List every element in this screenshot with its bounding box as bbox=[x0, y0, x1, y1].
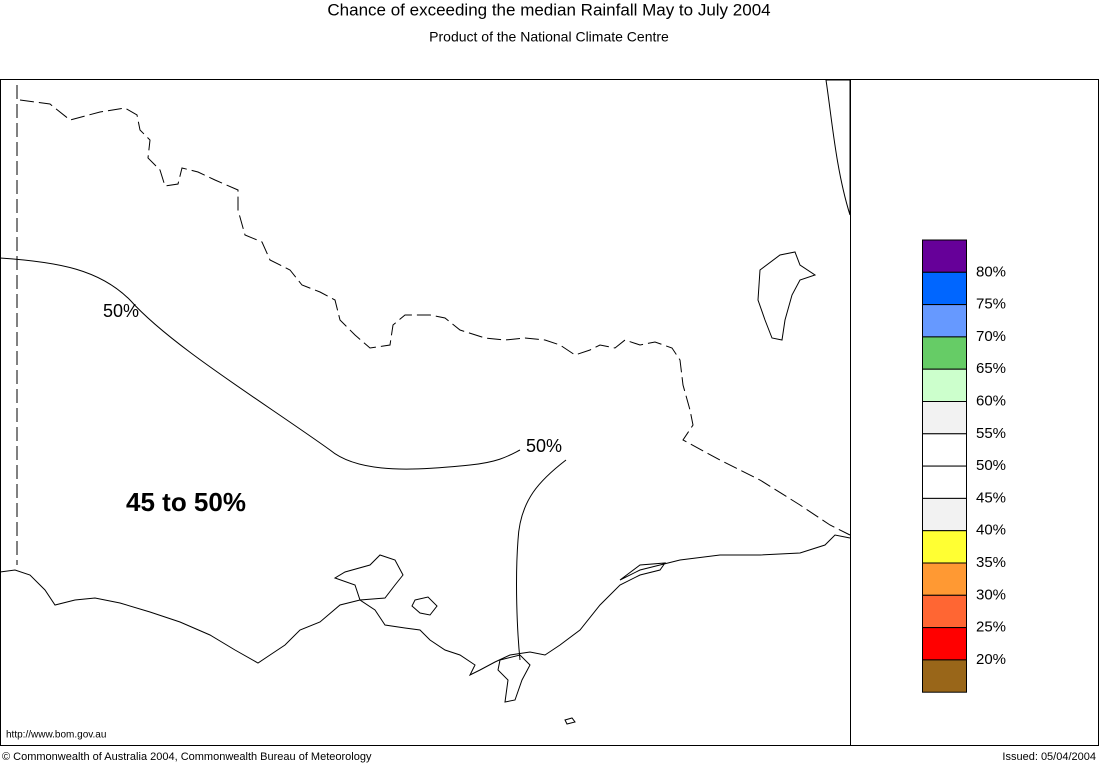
map bbox=[0, 79, 851, 725]
title: Chance of exceeding the median Rainfall … bbox=[327, 0, 770, 19]
legend-swatch bbox=[922, 562, 967, 596]
subtitle: Product of the National Climate Centre bbox=[429, 29, 669, 45]
contour-label: 50% bbox=[103, 301, 139, 321]
legend-label: 65% bbox=[976, 360, 1006, 377]
legend-label: 45% bbox=[976, 489, 1006, 506]
legend-label: 60% bbox=[976, 392, 1006, 409]
legend-swatch bbox=[922, 271, 967, 306]
legend-swatch bbox=[922, 336, 967, 370]
url: http://www.bom.gov.au bbox=[6, 730, 106, 741]
legend-swatch bbox=[922, 401, 967, 435]
legend-label: 75% bbox=[976, 296, 1006, 313]
legend-swatch bbox=[922, 239, 967, 273]
coastline bbox=[0, 534, 851, 677]
legend-label: 30% bbox=[976, 586, 1006, 603]
legend-swatch bbox=[922, 465, 967, 499]
legend-swatch bbox=[922, 368, 967, 403]
northern-island bbox=[757, 251, 817, 341]
island bbox=[825, 79, 851, 216]
legend-swatch bbox=[922, 497, 967, 532]
issued: Issued: 05/04/2004 bbox=[1002, 751, 1096, 763]
legend-label: 55% bbox=[976, 425, 1006, 442]
legend-label: 35% bbox=[976, 554, 1006, 571]
copyright: © Commonwealth of Australia 2004, Common… bbox=[2, 751, 372, 763]
legend-swatch bbox=[922, 304, 967, 338]
legend-swatch bbox=[922, 627, 967, 661]
legend-label: 20% bbox=[976, 651, 1006, 668]
small-island bbox=[564, 717, 576, 725]
legend-label: 50% bbox=[976, 457, 1006, 474]
contour-line bbox=[516, 459, 567, 661]
legend-label: 25% bbox=[976, 619, 1006, 636]
contour-label: 50% bbox=[526, 436, 562, 456]
peninsula bbox=[497, 654, 531, 703]
region-label: 45 to 50% bbox=[126, 487, 246, 517]
legend-swatch bbox=[922, 433, 967, 467]
legend-swatch bbox=[922, 594, 967, 629]
legend-label: 70% bbox=[976, 328, 1006, 345]
legend-label: 40% bbox=[976, 522, 1006, 539]
legend-swatch bbox=[922, 530, 967, 564]
contour-line bbox=[0, 257, 521, 470]
legend-label: 80% bbox=[976, 263, 1006, 280]
legend-swatch bbox=[922, 659, 967, 693]
bay bbox=[411, 596, 438, 616]
state-border bbox=[19, 99, 851, 536]
legend: 80% 75% 70% 65% 60% 55% 50% 45% 40% 35% 30% 25% 20% bbox=[922, 239, 1006, 693]
